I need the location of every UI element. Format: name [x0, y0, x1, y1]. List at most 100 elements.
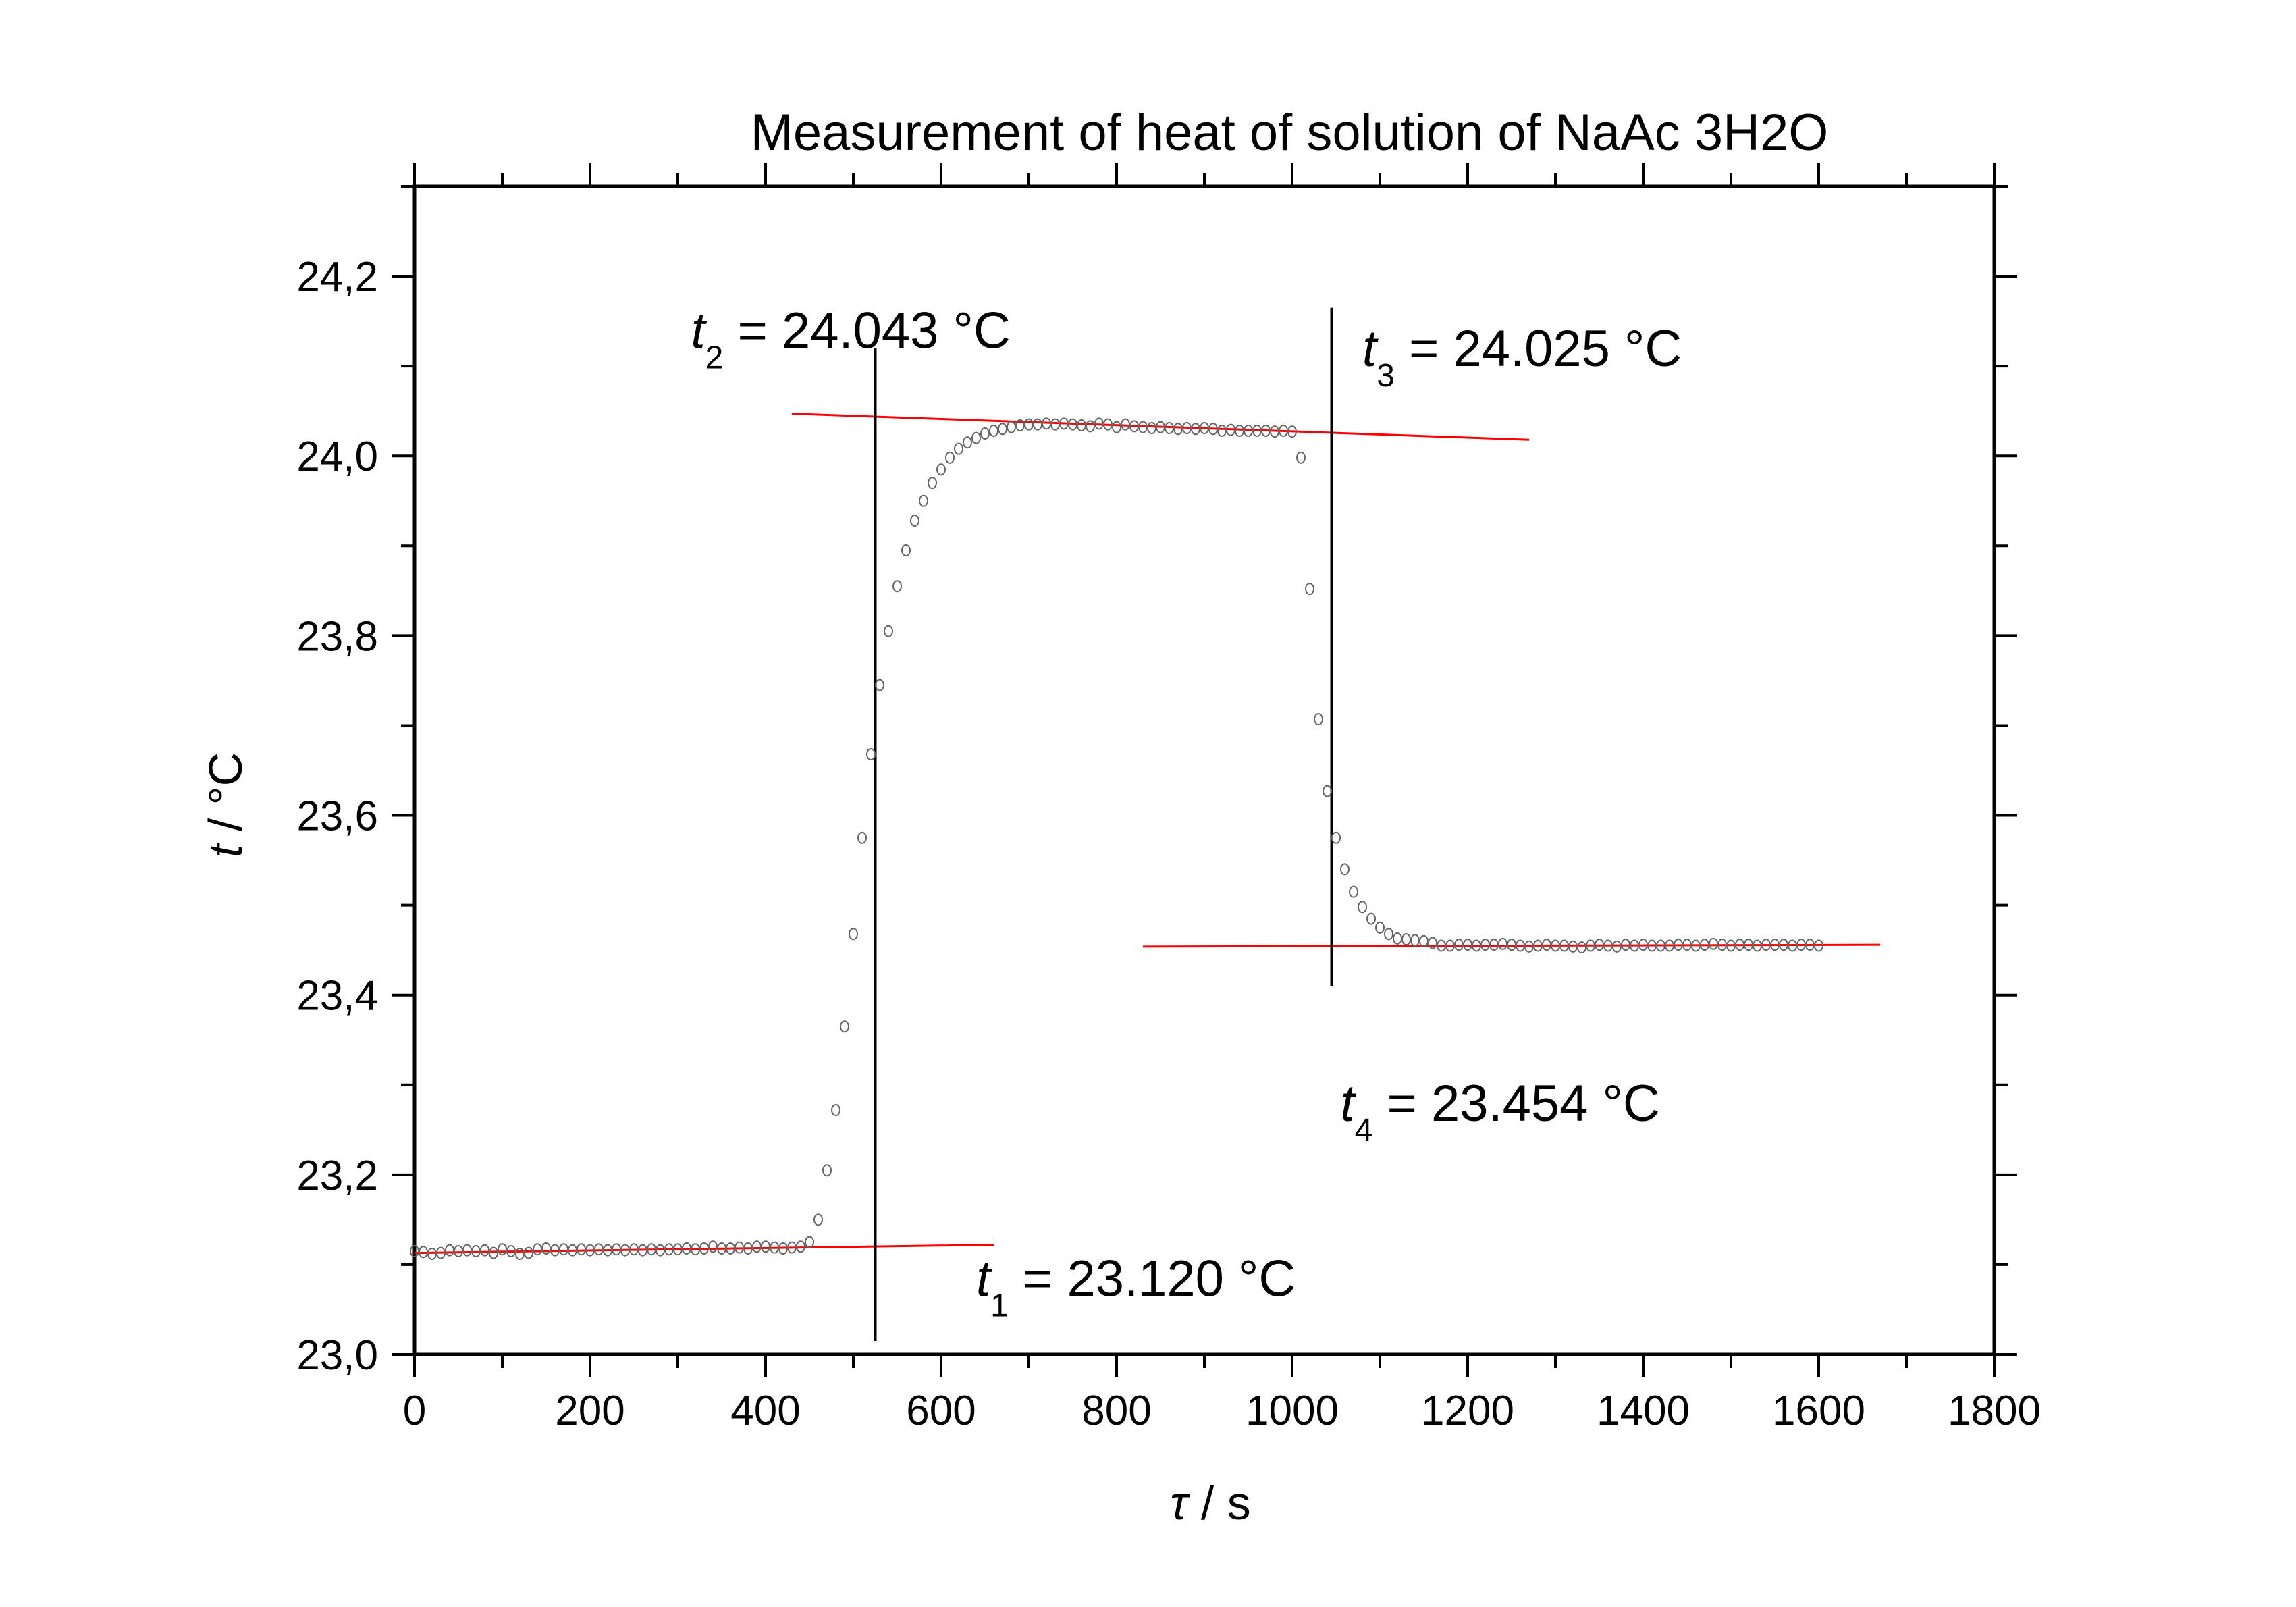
data-point	[1665, 939, 1674, 952]
data-point	[892, 580, 902, 593]
data-point	[1779, 939, 1788, 951]
data-point	[1323, 785, 1332, 797]
chart-title: Measurement of heat of solution of NaAc …	[751, 104, 1829, 161]
annotation-subscript: 4	[1355, 1113, 1373, 1149]
data-point	[1270, 425, 1279, 438]
y-tick-label: 23,6	[296, 793, 378, 840]
data-point	[1638, 939, 1648, 951]
data-point	[1419, 934, 1429, 947]
data-point	[796, 1240, 805, 1253]
data-point	[1630, 939, 1639, 952]
data-point	[1366, 912, 1376, 925]
x-tick-label: 400	[730, 1388, 800, 1434]
annotation-symbol: t	[1341, 1075, 1357, 1132]
data-point	[849, 928, 858, 941]
data-point	[1042, 417, 1051, 430]
data-point	[743, 1242, 753, 1255]
data-point	[1516, 939, 1525, 952]
y-tick-label: 23,4	[296, 973, 378, 1020]
data-point	[778, 1242, 788, 1255]
data-point	[1340, 863, 1350, 876]
data-point	[1410, 934, 1420, 947]
data-point	[1033, 418, 1042, 431]
data-point	[699, 1242, 709, 1255]
x-tick-label: 600	[906, 1388, 976, 1434]
data-point	[708, 1240, 718, 1253]
data-point	[1305, 583, 1314, 596]
data-point	[1182, 421, 1192, 434]
data-point	[612, 1243, 621, 1256]
data-point	[822, 1164, 832, 1177]
fit-line	[1142, 943, 1881, 948]
data-point	[480, 1244, 489, 1257]
data-point	[1682, 939, 1692, 951]
data-point	[1094, 417, 1104, 430]
data-point	[1103, 418, 1113, 431]
data-point	[831, 1104, 840, 1117]
annotation-value: = 24.025 °C	[1395, 320, 1682, 377]
data-point	[971, 431, 981, 444]
data-point	[1472, 939, 1481, 952]
data-point	[1586, 939, 1595, 952]
data-point	[1814, 939, 1823, 952]
data-point	[1498, 937, 1507, 950]
data-point	[954, 442, 963, 455]
data-point	[577, 1243, 586, 1256]
data-point	[1068, 418, 1077, 431]
y-tick-label: 23,8	[296, 613, 378, 660]
data-point	[1086, 420, 1095, 433]
data-point	[427, 1247, 437, 1260]
data-point	[533, 1243, 542, 1256]
x-axis-unit: / s	[1187, 1477, 1250, 1529]
y-axis-label: t / °C	[199, 752, 252, 858]
data-point	[840, 1020, 849, 1033]
data-point	[594, 1243, 604, 1256]
data-point	[620, 1244, 630, 1257]
data-point	[1349, 885, 1358, 898]
data-point	[1788, 939, 1797, 952]
plot-border	[412, 184, 1996, 1356]
data-point	[1533, 939, 1543, 952]
data-point	[629, 1243, 639, 1256]
data-point	[1208, 423, 1218, 436]
plot-frame	[412, 184, 1996, 1356]
annotation-symbol: t	[976, 1250, 992, 1308]
data-point	[936, 463, 946, 476]
data-point	[726, 1242, 735, 1255]
data-point	[1700, 939, 1709, 951]
data-point	[489, 1246, 498, 1259]
data-point	[1200, 421, 1209, 434]
y-tick-label: 24,0	[296, 433, 378, 480]
data-point	[1059, 417, 1069, 430]
data-point	[805, 1236, 814, 1248]
data-point	[1191, 423, 1200, 436]
data-point	[901, 544, 911, 556]
y-tick-label: 23,0	[296, 1332, 378, 1379]
data-point	[1015, 419, 1025, 431]
data-point	[445, 1244, 454, 1257]
data-point	[752, 1240, 762, 1253]
annotations: t2 = 24.043 °C t3 = 24.025 °Ct4 = 23.454 …	[691, 302, 1682, 1324]
data-point	[1744, 939, 1753, 951]
data-point	[1507, 939, 1516, 951]
data-point	[1717, 939, 1727, 951]
x-axis-label: τ / s	[1170, 1477, 1251, 1529]
data-point	[410, 1244, 419, 1257]
data-point	[1077, 419, 1086, 431]
data-point	[550, 1244, 560, 1257]
data-point	[1314, 713, 1323, 726]
data-point	[454, 1244, 463, 1257]
data-point	[761, 1240, 770, 1253]
axis-ticks	[392, 163, 2017, 1377]
data-point	[963, 436, 972, 449]
annotation-symbol: t	[1362, 320, 1379, 377]
data-point	[1603, 939, 1613, 952]
data-point	[673, 1243, 683, 1256]
data-point	[1691, 939, 1701, 952]
data-point	[1279, 424, 1288, 437]
annotation-symbol: t	[691, 302, 708, 360]
fit-line	[414, 1244, 994, 1255]
data-point	[1156, 421, 1165, 433]
fit-lines	[414, 413, 1881, 1255]
